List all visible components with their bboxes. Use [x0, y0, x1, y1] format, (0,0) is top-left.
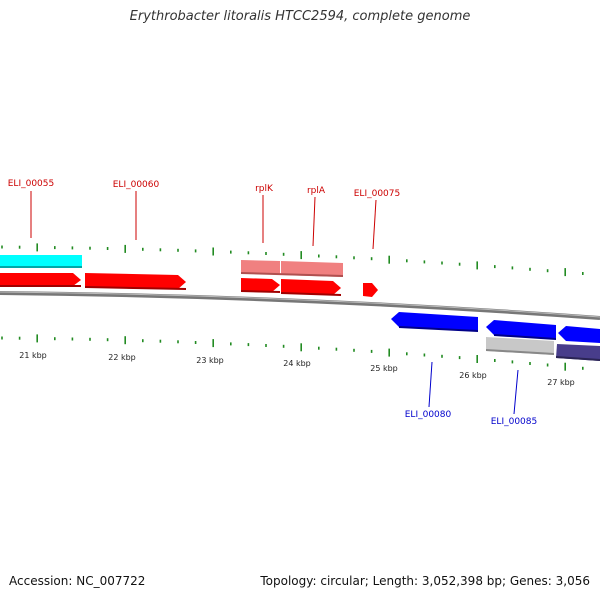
- gene-arrow-ELI_00060[interactable]: [85, 273, 186, 289]
- rna-rplA-region[interactable]: [281, 261, 343, 277]
- forward-rna-features: [241, 260, 343, 277]
- gene-label-ELI_00075[interactable]: ELI_00075: [354, 189, 401, 199]
- upper-tick-track: [1, 243, 584, 277]
- reverse-cds-shadow: [399, 326, 556, 340]
- rna-rplK-region[interactable]: [241, 260, 280, 274]
- scale-label: 22 kbp: [108, 353, 136, 362]
- forward-cds-shadow: [0, 285, 341, 296]
- leader-ELI_00080: [428, 361, 433, 408]
- genome-stats-text: Topology: circular; Length: 3,052,398 bp…: [260, 574, 590, 588]
- scale-labels: 21 kbp 22 kbp 23 kbp 24 kbp 25 kbp 26 kb…: [19, 351, 575, 387]
- gene-arrow-ELI_00055[interactable]: [0, 273, 81, 286]
- lower-tick-track: [1, 334, 584, 371]
- rna-shadow: [241, 272, 343, 277]
- gene-label-ELI_00080[interactable]: ELI_00080: [405, 410, 452, 420]
- scale-label: 25 kbp: [370, 364, 398, 373]
- reverse-rna-features: [486, 337, 554, 355]
- gene-arrow-ELI_00080[interactable]: [391, 312, 478, 331]
- scale-label: 27 kbp: [547, 378, 575, 387]
- genome-title: Erythrobacter litoralis HTCC2594, comple…: [129, 9, 471, 24]
- forward-cds-features: [0, 273, 378, 297]
- scale-label: 21 kbp: [19, 351, 47, 360]
- scale-label: 24 kbp: [283, 359, 311, 368]
- other-features: [0, 255, 600, 361]
- genome-backbone-highlight: [0, 291, 600, 318]
- gene-arrow-rplK[interactable]: [241, 278, 280, 292]
- rna-reverse-grey-shadow: [486, 349, 554, 355]
- gene-arrow-ELI_00075[interactable]: [363, 283, 378, 297]
- accession-text: Accession: NC_007722: [9, 574, 146, 588]
- feature-cyan-shadow: [0, 266, 82, 268]
- gene-arrow-next[interactable]: [558, 326, 600, 343]
- scale-label: 26 kbp: [459, 371, 487, 380]
- gene-arrow-rplA[interactable]: [281, 279, 341, 295]
- gene-label-rplA[interactable]: rplA: [307, 186, 326, 196]
- gene-label-ELI_00060[interactable]: ELI_00060: [113, 180, 160, 190]
- leader-rplA: [312, 196, 316, 247]
- reverse-cds-features: [391, 312, 600, 343]
- feature-cyan[interactable]: [0, 255, 82, 268]
- gene-label-ELI_00055[interactable]: ELI_00055: [8, 179, 55, 189]
- gene-label-ELI_00085[interactable]: ELI_00085: [491, 417, 538, 427]
- leader-ELI_00075: [372, 199, 377, 250]
- scale-label: 23 kbp: [196, 356, 224, 365]
- gene-arrow-ELI_00085[interactable]: [486, 320, 556, 339]
- label-leaders: [30, 191, 519, 415]
- genome-backbone: [0, 291, 600, 320]
- gene-labels: ELI_00055 ELI_00060 rplK rplA ELI_00075 …: [8, 179, 538, 427]
- gene-label-rplK[interactable]: rplK: [255, 184, 274, 194]
- leader-ELI_00085: [513, 369, 519, 415]
- feature-navy-shadow: [556, 356, 600, 361]
